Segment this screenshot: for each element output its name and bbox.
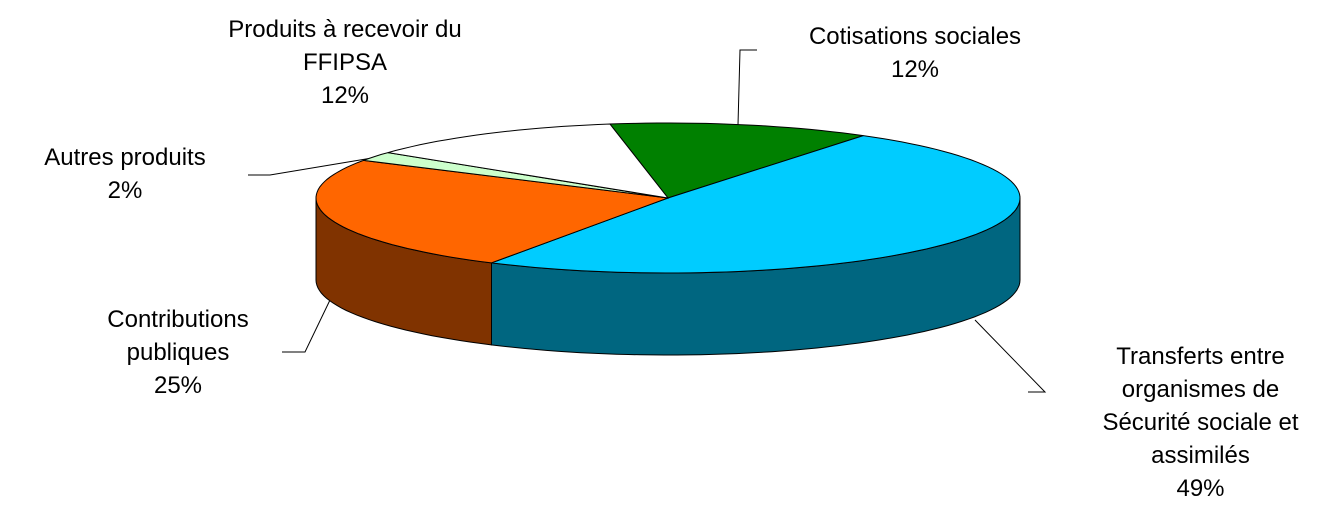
leader-line (248, 157, 373, 176)
pie-slice (491, 135, 1021, 274)
chart (248, 49, 1047, 393)
slice-name: Contributions publiques (107, 306, 249, 366)
slice-name: Transferts entre organismes de Sécurité … (1102, 343, 1299, 469)
slice-name: Cotisations sociales (808, 23, 1022, 50)
slice-name: Autres produits (44, 144, 206, 171)
slice-percent: 2% (107, 177, 143, 204)
slice-label: Autres produits 2% (0, 141, 250, 207)
leader-line (282, 299, 331, 353)
slice-percent: 49% (1176, 475, 1225, 502)
slice-percent: 12% (890, 56, 940, 83)
slice-label: Contributions publiques 25% (70, 303, 286, 402)
leader-line (737, 49, 757, 126)
slice-percent: 12% (320, 82, 370, 109)
pie-slice (608, 122, 864, 199)
slice-percent: 25% (153, 372, 203, 399)
leader-line (974, 319, 1047, 393)
slice-label: Produits à recevoir du FFIPSA 12% (215, 13, 475, 112)
pie-slice (315, 159, 669, 264)
page: {"chart_data": {"type": "pie3d", "catego… (0, 13, 1299, 502)
slice-label: Transferts entre organismes de Sécurité … (1078, 340, 1323, 505)
pie-slice (387, 123, 670, 199)
leader-lines (248, 49, 1047, 393)
slice-label: Cotisations sociales 12% (755, 20, 1075, 86)
slice-name: Produits à recevoir du FFIPSA (228, 16, 462, 76)
pie-tops (315, 122, 1021, 274)
